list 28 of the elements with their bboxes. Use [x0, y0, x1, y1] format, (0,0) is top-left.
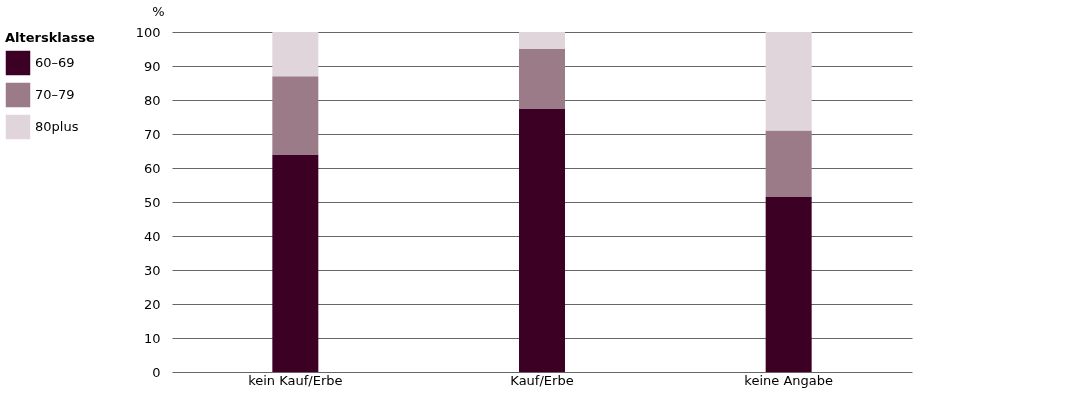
y-tick-label: 0 [152, 364, 161, 380]
legend-label: 60–69 [35, 55, 75, 70]
bar [519, 108, 565, 372]
legend-label: 70–79 [35, 87, 75, 102]
y-tick-label: 10 [143, 330, 161, 346]
x-tick-label: Kauf/Erbe [510, 372, 574, 388]
bar [765, 196, 812, 372]
bar [519, 32, 565, 49]
bar [272, 76, 319, 155]
y-tick-label: 90 [143, 58, 161, 74]
bar [765, 130, 812, 197]
y-tick-label: 70 [143, 126, 161, 142]
y-tick-label: 80 [143, 92, 161, 108]
x-tick-label: keine Angabe [744, 372, 833, 388]
y-tick-label: 40 [143, 228, 161, 244]
legend-title: Altersklasse [5, 30, 96, 45]
legend-label: 80plus [35, 119, 79, 134]
bar [272, 154, 319, 372]
y-axis-title: % [152, 3, 165, 19]
x-tick-label: kein Kauf/Erbe [248, 372, 343, 388]
y-tick-label: 30 [143, 262, 161, 278]
bar [519, 49, 565, 109]
y-tick-label: 50 [143, 194, 161, 210]
y-tick-label: 20 [143, 296, 161, 312]
y-tick-label: 60 [143, 160, 161, 176]
y-tick-label: 100 [135, 24, 161, 40]
bar [272, 32, 319, 77]
bar [765, 32, 812, 131]
